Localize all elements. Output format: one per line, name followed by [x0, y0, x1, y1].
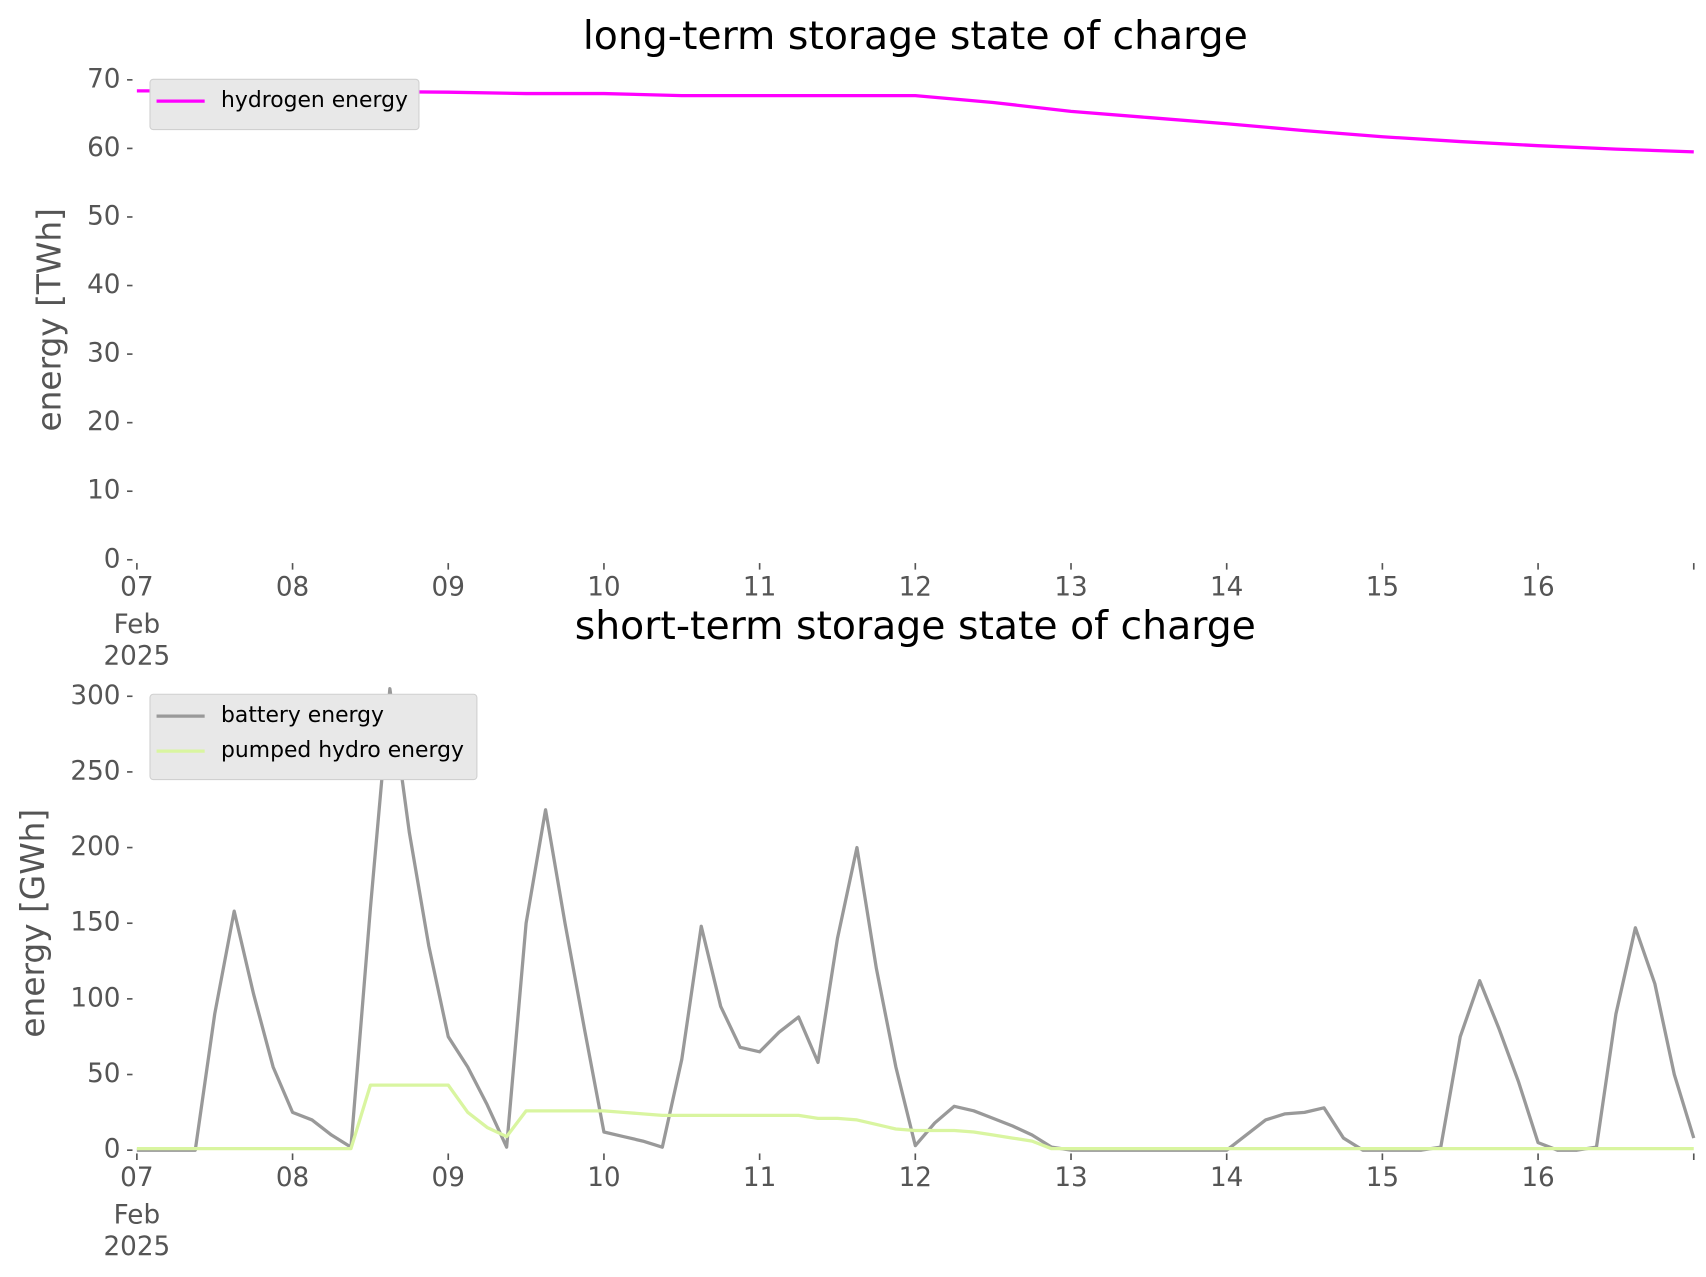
legend-label: battery energy: [221, 703, 384, 728]
x-tick-sublabel: Feb: [114, 610, 160, 640]
x-tick-label: 13: [1054, 1163, 1087, 1193]
legend-box: [149, 693, 478, 781]
x-tick-label: 10: [587, 1163, 620, 1193]
x-tick-sublabel: 2025: [104, 642, 171, 672]
x-tick-label: 14: [1210, 573, 1243, 603]
chart-title: short-term storage state of charge: [575, 603, 1256, 649]
y-tick-label: 10: [87, 476, 120, 506]
x-tick-label: 15: [1366, 573, 1399, 603]
legend-label: hydrogen energy: [221, 88, 408, 113]
y-tick-label: 150: [70, 908, 120, 938]
y-tick-label: 70: [87, 64, 120, 94]
y-tick-label: 30: [87, 339, 120, 369]
x-tick-label: 15: [1366, 1163, 1399, 1193]
x-tick-label: 08: [276, 1163, 309, 1193]
x-tick-label: 07: [120, 573, 153, 603]
y-tick-label: 200: [70, 832, 120, 862]
y-tick-label: 50: [87, 201, 120, 231]
x-tick-label: 12: [899, 573, 932, 603]
x-tick-label: 09: [432, 1163, 465, 1193]
y-tick-label: 0: [104, 544, 121, 574]
y-axis-label: energy [GWh]: [14, 809, 52, 1038]
chart-title: long-term storage state of charge: [583, 13, 1248, 59]
legend-label: pumped hydro energy: [221, 738, 464, 763]
y-tick-label: 40: [87, 270, 120, 300]
x-tick-label: 11: [743, 1163, 776, 1193]
y-tick-label: 20: [87, 407, 120, 437]
x-tick-label: 12: [899, 1163, 932, 1193]
x-tick-sublabel: Feb: [114, 1200, 160, 1230]
x-tick-label: 14: [1210, 1163, 1243, 1193]
y-tick-label: 0: [104, 1135, 121, 1165]
y-tick-label: 60: [87, 133, 120, 163]
x-tick-label: 11: [743, 573, 776, 603]
y-axis-label: energy [TWh]: [31, 208, 69, 431]
x-tick-label: 09: [432, 573, 465, 603]
series-line: [136, 1083, 1694, 1151]
x-tick-label: 16: [1521, 1163, 1554, 1193]
x-tick-label: 13: [1054, 573, 1087, 603]
y-tick-label: 100: [70, 983, 120, 1013]
x-tick-label: 16: [1521, 573, 1554, 603]
y-tick-label: 50: [87, 1059, 120, 1089]
x-tick-label: 08: [276, 573, 309, 603]
y-tick-label: 250: [70, 756, 120, 786]
x-tick-sublabel: 2025: [104, 1232, 171, 1262]
legend-box: [149, 78, 420, 131]
x-tick-label: 10: [587, 573, 620, 603]
y-tick-label: 300: [70, 681, 120, 711]
x-tick-label: 07: [120, 1163, 153, 1193]
